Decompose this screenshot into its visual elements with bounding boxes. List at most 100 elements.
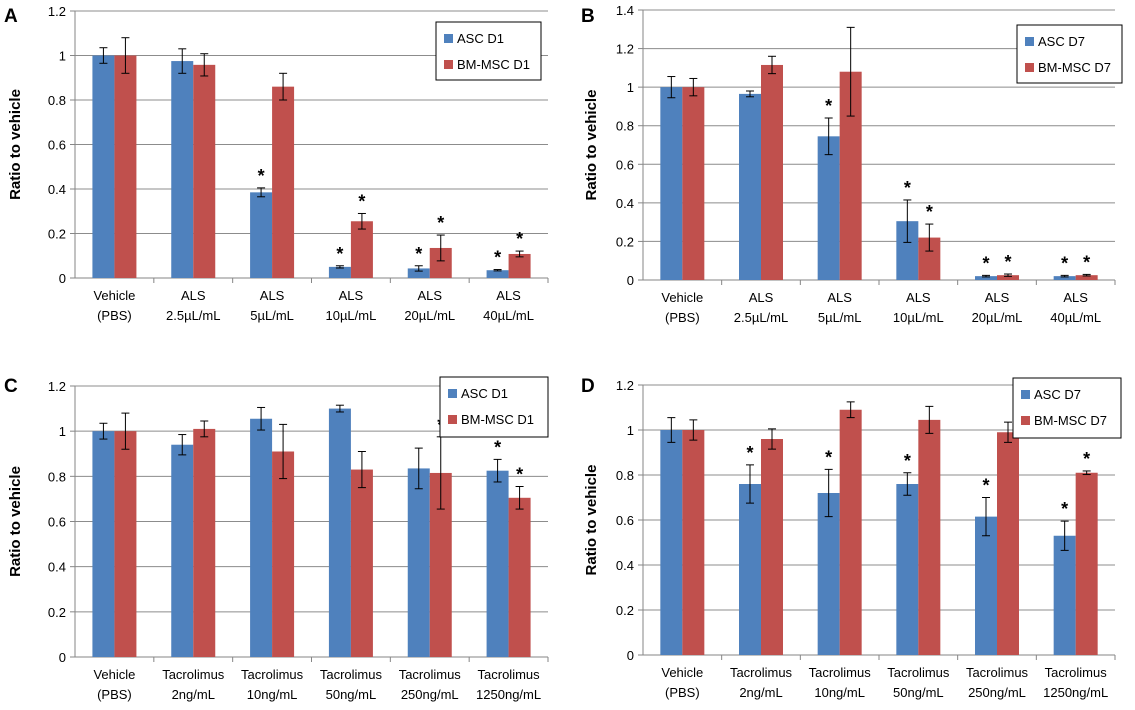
significance-star: * bbox=[1004, 252, 1011, 272]
x-tick-label: (PBS) bbox=[97, 308, 132, 323]
legend-swatch-bmmsc bbox=[1025, 63, 1034, 72]
legend-swatch-asc bbox=[448, 389, 457, 398]
x-tick-label: 10µL/mL bbox=[893, 310, 944, 325]
x-tick-label: (PBS) bbox=[665, 685, 700, 700]
y-tick-label: 1 bbox=[627, 423, 634, 438]
y-tick-label: 0.8 bbox=[616, 468, 634, 483]
legend-label: ASC D1 bbox=[461, 386, 508, 401]
y-axis-label: Ratio to vehicle bbox=[7, 89, 24, 200]
significance-star: * bbox=[1083, 449, 1090, 469]
significance-star: * bbox=[336, 244, 343, 264]
bar-bmmsc bbox=[1075, 472, 1098, 655]
bar-bmmsc bbox=[350, 221, 373, 278]
significance-star: * bbox=[926, 202, 933, 222]
bar-bmmsc bbox=[1075, 275, 1098, 280]
bar-asc bbox=[817, 493, 840, 655]
legend: ASC D1 BM-MSC D1 bbox=[435, 21, 542, 81]
significance-star: * bbox=[258, 166, 265, 186]
legend-label: BM-MSC D7 bbox=[1038, 60, 1111, 75]
x-tick-label: 5µL/mL bbox=[818, 310, 862, 325]
x-tick-label: ALS bbox=[417, 288, 442, 303]
panel-a: A 0 0.2 0.4 0.6 0.8 1 1.2 Ratio to vehicle Vehicl… bbox=[4, 4, 549, 323]
significance-star: * bbox=[1061, 499, 1068, 519]
x-tick-label: Tacrolimus bbox=[320, 667, 383, 682]
x-tick-label: ALS bbox=[749, 290, 774, 305]
x-tick-label: 10ng/mL bbox=[247, 687, 298, 702]
x-tick-label: Tacrolimus bbox=[399, 667, 462, 682]
y-tick-label: 0.2 bbox=[48, 227, 66, 242]
legend-swatch-asc bbox=[444, 34, 453, 43]
x-tick-label: 40µL/mL bbox=[483, 308, 534, 323]
x-tick-label: Tacrolimus bbox=[241, 667, 304, 682]
x-tick-label: ALS bbox=[906, 290, 931, 305]
significance-star: * bbox=[904, 451, 911, 471]
bar-asc bbox=[486, 270, 509, 278]
significance-star: * bbox=[437, 213, 444, 233]
bar-asc bbox=[817, 136, 840, 280]
bar-asc bbox=[250, 418, 273, 657]
legend-box bbox=[439, 376, 549, 438]
bar-bmmsc bbox=[839, 71, 862, 280]
panel-letter: A bbox=[4, 6, 18, 27]
y-tick-label: 0.2 bbox=[616, 234, 634, 249]
y-tick-label: 1.2 bbox=[48, 379, 66, 394]
bar-bmmsc bbox=[193, 428, 216, 657]
y-tick-label: 0.6 bbox=[616, 513, 634, 528]
bar-asc bbox=[407, 268, 430, 278]
x-tick-label: 2ng/mL bbox=[172, 687, 215, 702]
x-tick-label: ALS bbox=[496, 288, 521, 303]
y-axis-label: Ratio to vehicle bbox=[7, 466, 24, 577]
y-tick-label: 0.4 bbox=[616, 196, 634, 211]
bar-asc bbox=[739, 484, 761, 655]
legend-box bbox=[1012, 377, 1122, 439]
legend-swatch-asc bbox=[1025, 37, 1034, 46]
x-tick-label: Tacrolimus bbox=[1045, 665, 1108, 680]
legend-label: ASC D7 bbox=[1038, 34, 1085, 49]
x-tick-label: Tacrolimus bbox=[162, 667, 225, 682]
x-tick-label: 2.5µL/mL bbox=[734, 310, 788, 325]
legend-box bbox=[1016, 24, 1123, 84]
bar-bmmsc bbox=[114, 431, 137, 657]
bar-bmmsc bbox=[272, 451, 295, 657]
bar-bmmsc bbox=[429, 247, 452, 278]
y-tick-label: 1.2 bbox=[616, 378, 634, 393]
significance-star: * bbox=[1061, 253, 1068, 273]
y-axis-label: Ratio to vehicle bbox=[583, 465, 600, 576]
x-tick-label: 250ng/mL bbox=[401, 687, 459, 702]
y-tick-label: 1.2 bbox=[616, 42, 634, 57]
bar-bmmsc bbox=[997, 432, 1019, 655]
significance-star: * bbox=[982, 476, 989, 496]
x-tick-label: (PBS) bbox=[97, 687, 132, 702]
significance-star: * bbox=[746, 443, 753, 463]
y-tick-label: 0 bbox=[59, 271, 66, 286]
legend: ASC D1 BM-MSC D1 bbox=[439, 376, 549, 438]
bar-bmmsc bbox=[350, 469, 373, 657]
x-tick-label: ALS bbox=[827, 290, 852, 305]
bar-bmmsc bbox=[997, 275, 1019, 280]
y-tick-label: 1.4 bbox=[616, 3, 634, 18]
x-tick-label: Vehicle bbox=[661, 290, 703, 305]
bar-asc bbox=[328, 408, 351, 657]
bar-asc bbox=[328, 266, 351, 278]
x-tick-label: Tacrolimus bbox=[730, 665, 793, 680]
bar-asc bbox=[896, 221, 919, 280]
x-tick-label: Vehicle bbox=[93, 288, 135, 303]
bar-asc bbox=[896, 484, 919, 655]
y-tick-label: 0 bbox=[627, 648, 634, 663]
x-tick-label: 20µL/mL bbox=[404, 308, 455, 323]
legend-label: BM-MSC D1 bbox=[461, 412, 534, 427]
x-tick-label: Tacrolimus bbox=[966, 665, 1029, 680]
x-tick-label: 50ng/mL bbox=[893, 685, 944, 700]
x-tick-label: 2.5µL/mL bbox=[166, 308, 220, 323]
significance-star: * bbox=[516, 464, 523, 484]
bar-asc bbox=[407, 468, 430, 657]
legend-label: BM-MSC D7 bbox=[1034, 413, 1107, 428]
x-tick-label: ALS bbox=[985, 290, 1010, 305]
bar-asc bbox=[171, 444, 194, 657]
bar-bmmsc bbox=[682, 430, 705, 655]
bar-asc bbox=[739, 93, 761, 281]
bar-asc bbox=[92, 55, 115, 278]
significance-star: * bbox=[904, 178, 911, 198]
y-axis-label: Ratio to vehicle bbox=[583, 90, 600, 201]
